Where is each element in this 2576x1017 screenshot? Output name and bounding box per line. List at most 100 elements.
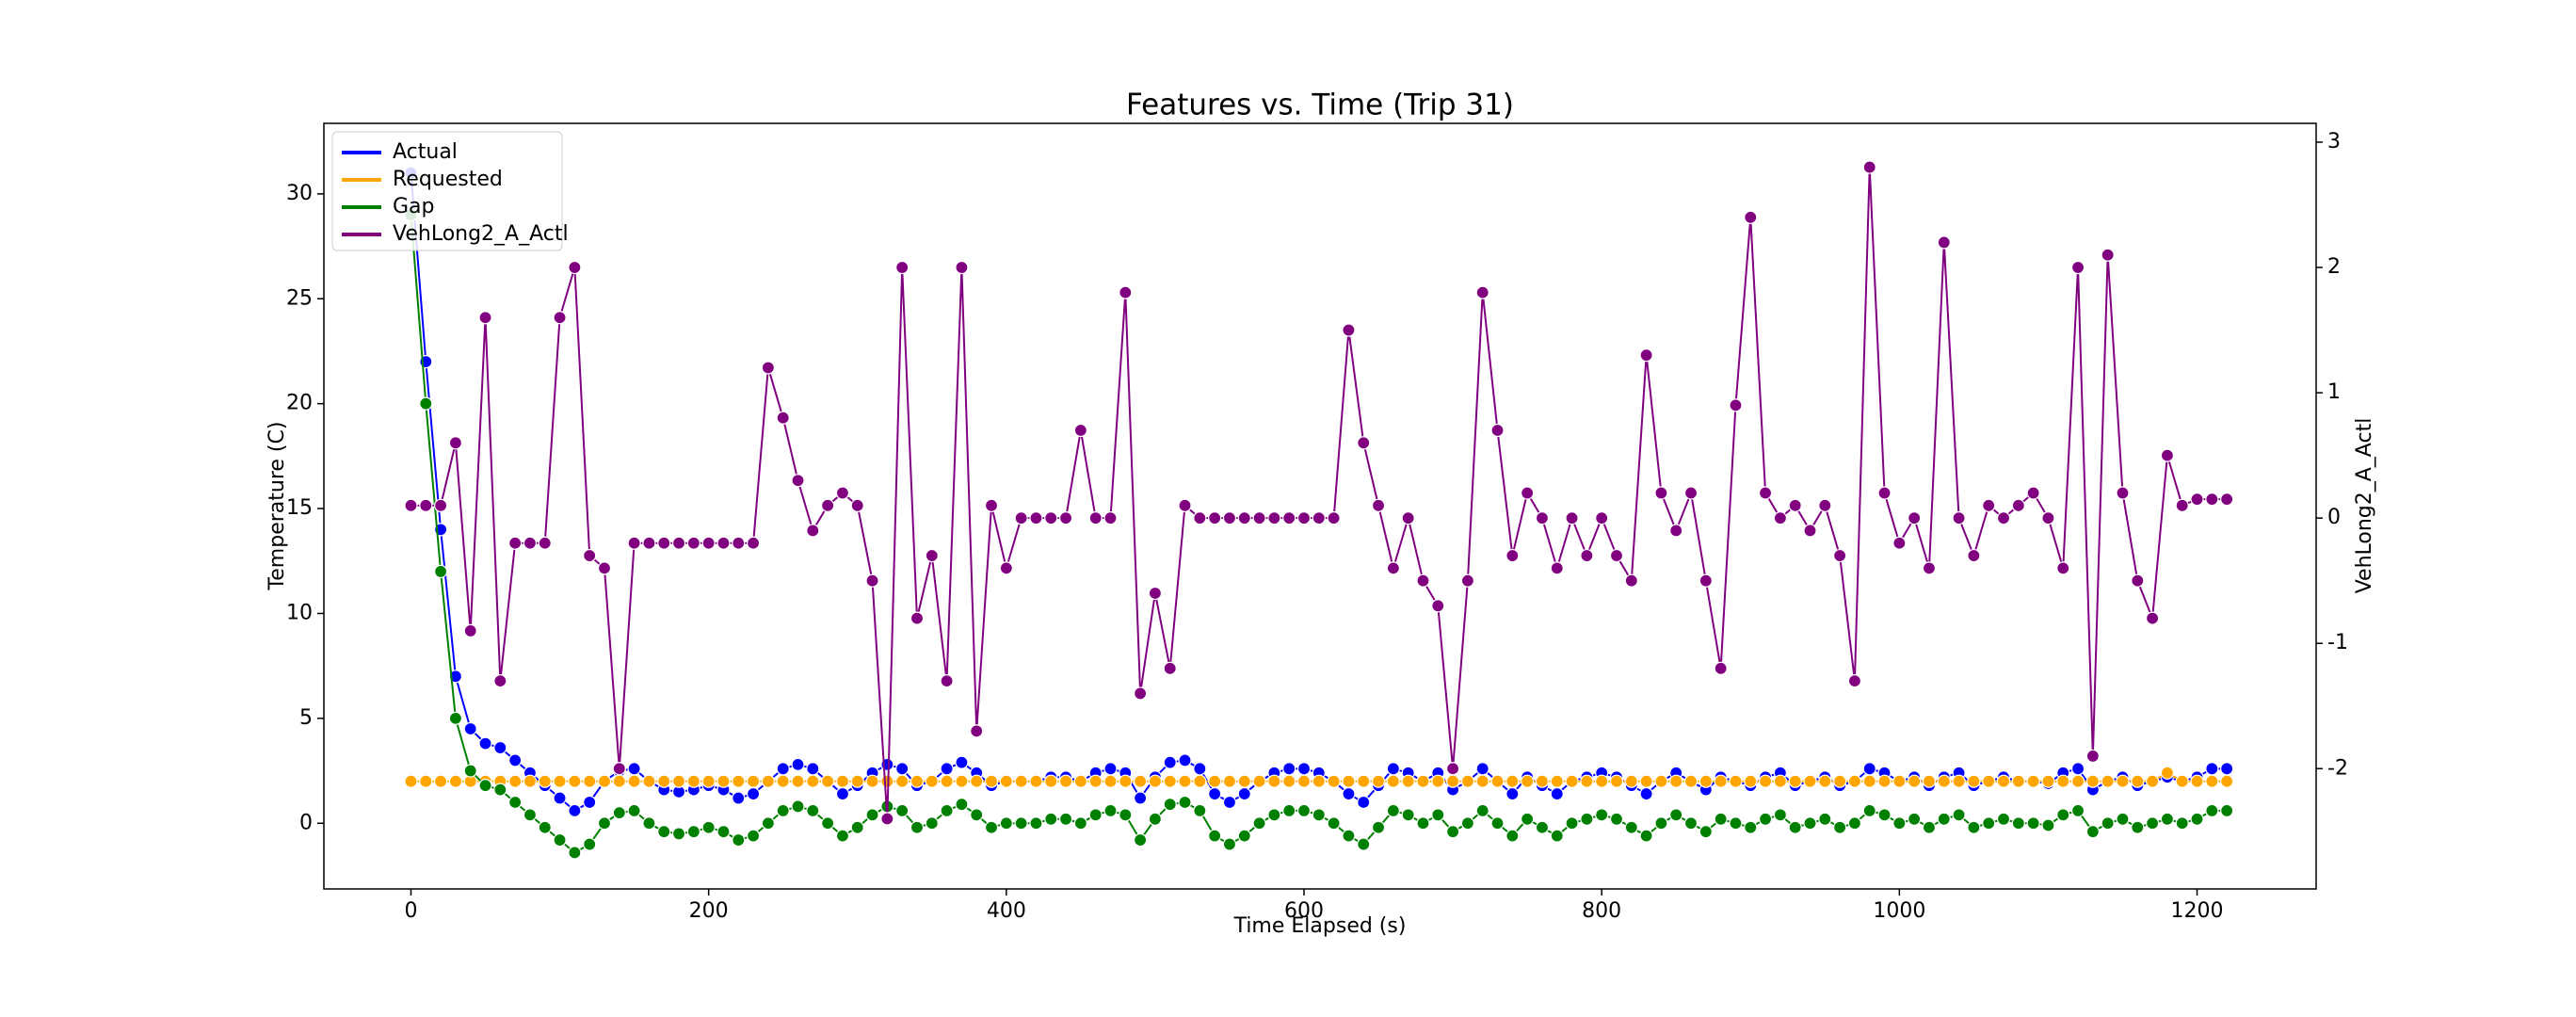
point [1431,599,1445,613]
point [1937,235,1951,250]
point [1401,808,1415,822]
point [1237,829,1251,843]
point [2056,808,2070,822]
point [761,816,775,831]
point [1565,816,1579,831]
point [1237,774,1251,788]
point [1148,812,1163,826]
series-line [410,215,2228,854]
plot-frame [323,122,2317,890]
point [2205,803,2219,817]
point [955,774,969,788]
y-tick-label: 20 [286,392,313,415]
point [776,762,790,776]
point [553,311,567,325]
point [478,779,492,793]
point [716,536,731,550]
point [1490,423,1505,438]
point [657,536,671,550]
point [1475,762,1489,776]
point [2116,812,2130,826]
point [746,774,761,788]
point [2190,492,2204,507]
point [2085,774,2100,788]
point [1758,812,1773,826]
point [806,774,820,788]
point [1877,486,1892,500]
point [627,536,641,550]
point [1773,774,1787,788]
point [1386,803,1400,817]
point [2116,486,2130,500]
point [1580,548,1594,563]
point [2011,816,2025,831]
point [1445,825,1460,839]
point [1714,812,1728,826]
point [732,791,746,805]
point [2056,561,2070,575]
point [865,573,879,588]
point [553,832,567,848]
point [1982,774,1996,788]
point [1296,803,1312,817]
point [404,774,418,788]
point [1683,486,1699,500]
point [553,791,567,805]
point [716,825,731,839]
point [1535,774,1550,788]
point [508,774,523,788]
point [1937,774,1951,788]
point [1729,398,1743,412]
point [1103,511,1118,525]
point [1624,820,1638,834]
point [1327,774,1341,788]
point [2070,803,2085,817]
point [1639,348,1653,363]
point [1208,786,1222,801]
point [2131,820,2145,834]
point [1937,812,1951,826]
point [2101,774,2115,788]
point [1788,820,1802,834]
point [1267,808,1281,822]
point [1624,774,1638,788]
point [2085,825,2100,839]
point [671,774,686,788]
point [865,808,879,822]
point [1699,774,1713,788]
point [612,762,626,776]
point [925,816,939,831]
point [1103,803,1118,817]
point [1624,573,1638,588]
point [910,774,925,788]
point [1401,511,1415,525]
point [2101,816,2115,831]
point [2026,486,2040,500]
point [1058,774,1073,788]
point [1252,511,1266,525]
point [2190,774,2204,788]
y-tick-label: 0 [299,811,313,834]
point [791,774,805,788]
point [419,396,433,411]
point [1922,774,1937,788]
point [2175,816,2189,831]
point [732,774,746,788]
point [1193,774,1207,788]
point [1445,762,1460,776]
point [732,536,746,550]
point [1773,808,1787,822]
point [776,411,790,425]
point [463,721,477,736]
point [2085,749,2100,764]
y-tick-label: 15 [286,496,313,520]
point [1490,816,1505,831]
point [1892,816,1907,831]
point [597,561,612,575]
point [1088,511,1103,525]
x-tick-label: 1000 [1873,899,1925,923]
point [2101,248,2115,262]
point [910,611,925,625]
point [1996,774,2011,788]
